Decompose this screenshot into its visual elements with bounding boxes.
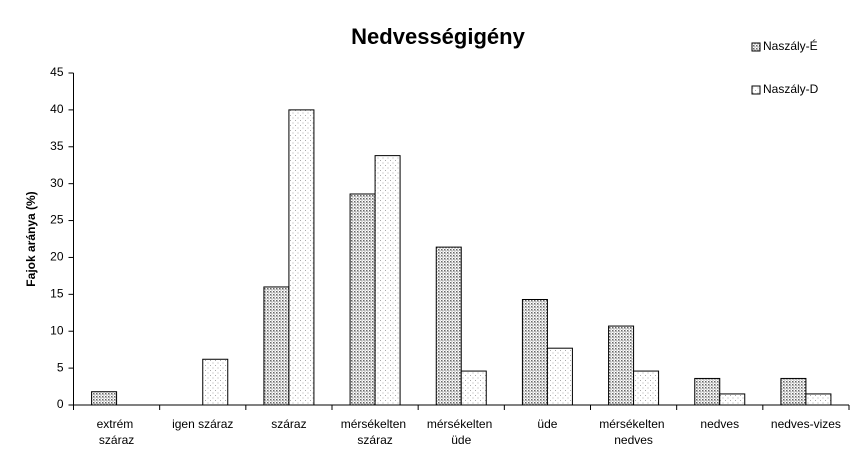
bar xyxy=(805,393,832,406)
y-tick-label: 20 xyxy=(50,250,64,264)
y-tick-label: 40 xyxy=(50,102,64,116)
bar xyxy=(263,286,290,406)
y-tick-label: 25 xyxy=(50,213,64,227)
x-tick-label: mérsékelten üde xyxy=(427,417,496,447)
chart-title: Nedvességigény xyxy=(351,24,525,49)
x-tick-label: igen száraz xyxy=(172,417,233,431)
legend-swatch xyxy=(751,85,761,95)
bar xyxy=(374,155,401,406)
y-axis-label: Fajok aránya (%) xyxy=(24,191,38,286)
y-tick-label: 15 xyxy=(50,287,64,301)
bar xyxy=(202,358,229,406)
bar xyxy=(546,347,573,406)
bar xyxy=(288,109,315,406)
y-tick-label: 45 xyxy=(50,65,64,79)
x-tick-label: száraz xyxy=(271,417,306,431)
y-tick-label: 5 xyxy=(57,360,64,374)
y-tick-label: 10 xyxy=(50,323,64,337)
bar xyxy=(521,298,548,406)
bar xyxy=(460,370,487,406)
bar xyxy=(780,377,807,406)
legend-swatch xyxy=(751,42,761,52)
y-tick-label: 30 xyxy=(50,176,64,190)
x-tick-label: extrém száraz xyxy=(97,417,137,447)
bar xyxy=(719,393,746,406)
legend-label: Naszály-D xyxy=(763,82,819,96)
x-tick-label: nedves-vizes xyxy=(771,417,841,431)
x-tick-label: mérsékelten száraz xyxy=(341,417,410,447)
x-tick-label: nedves xyxy=(700,417,739,431)
x-tick-label: mérsékelten nedves xyxy=(599,417,668,447)
bar xyxy=(633,370,660,406)
bar xyxy=(608,325,635,406)
bar xyxy=(694,377,721,406)
y-tick-label: 0 xyxy=(57,397,64,411)
bar xyxy=(349,193,376,406)
y-tick-label: 35 xyxy=(50,139,64,153)
bar xyxy=(435,246,462,406)
bar xyxy=(91,391,118,406)
x-tick-label: üde xyxy=(537,417,557,431)
legend-label: Naszály-É xyxy=(763,38,818,53)
